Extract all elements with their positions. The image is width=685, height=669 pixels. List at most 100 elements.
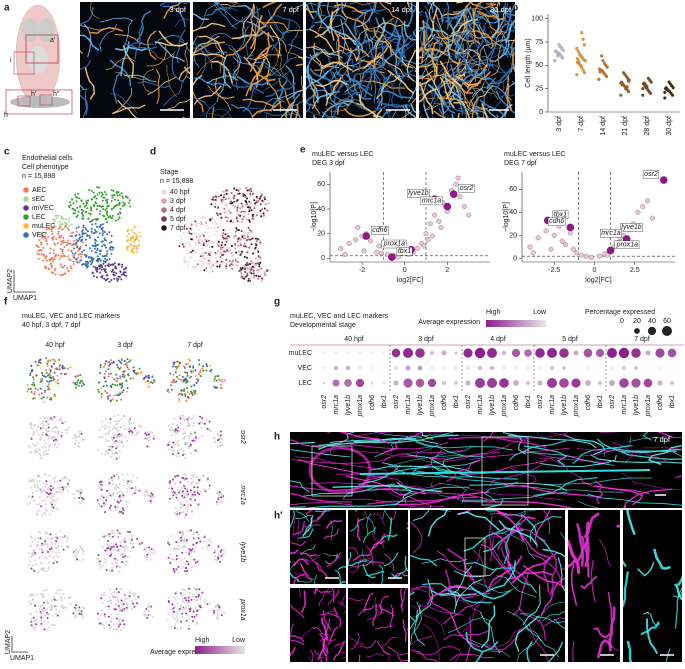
column-title: 7 dpf	[187, 342, 203, 349]
cell	[195, 562, 197, 564]
cell	[124, 548, 126, 550]
cell	[81, 214, 83, 216]
cell	[192, 548, 194, 550]
cell	[202, 255, 204, 257]
cell	[78, 501, 80, 503]
cell	[219, 436, 221, 438]
cell	[216, 610, 218, 612]
cell	[86, 207, 88, 209]
cell	[187, 549, 189, 551]
cell	[149, 436, 151, 438]
cell	[52, 272, 54, 274]
vessel	[439, 117, 454, 144]
cell	[59, 486, 61, 488]
cell	[192, 620, 194, 622]
cell	[258, 262, 260, 264]
cell	[123, 415, 125, 417]
cell	[112, 383, 114, 385]
cell	[167, 542, 169, 544]
cell	[254, 248, 256, 250]
cell	[91, 223, 93, 225]
cell	[241, 251, 243, 253]
cell	[89, 235, 91, 237]
cell	[195, 437, 197, 439]
point	[466, 213, 471, 218]
cell	[98, 187, 100, 189]
cell	[127, 473, 129, 475]
cell	[121, 418, 123, 420]
cell	[36, 546, 38, 548]
cell	[57, 233, 59, 235]
cell	[75, 235, 77, 237]
cell	[111, 543, 113, 545]
cell	[127, 483, 129, 485]
cell	[198, 503, 200, 505]
cell	[253, 277, 255, 279]
cell	[47, 538, 49, 540]
dot	[344, 379, 352, 387]
cell	[62, 242, 64, 244]
cell	[138, 490, 140, 492]
cell	[119, 450, 121, 452]
dot	[584, 349, 593, 358]
cell	[146, 617, 148, 619]
cell	[55, 605, 57, 607]
cell	[237, 193, 239, 195]
cell	[108, 449, 110, 451]
cell	[73, 212, 75, 214]
cell	[62, 365, 64, 367]
cell	[45, 450, 47, 452]
point	[641, 87, 644, 90]
cell	[44, 556, 46, 558]
cell	[56, 427, 58, 429]
cell	[111, 377, 113, 379]
cell	[190, 233, 192, 235]
point	[582, 38, 585, 41]
cell	[113, 278, 115, 280]
cell	[190, 256, 192, 258]
cell	[121, 382, 123, 384]
stage-label: 7 dpf	[653, 435, 671, 444]
cell	[43, 607, 45, 609]
cell	[148, 610, 150, 612]
cell	[200, 369, 202, 371]
cell	[193, 587, 195, 589]
point	[575, 73, 578, 76]
cell	[110, 552, 112, 554]
cell	[39, 449, 41, 451]
legend-entry: AEC	[32, 187, 46, 194]
cell	[76, 231, 78, 233]
brain	[28, 46, 48, 74]
cell	[31, 384, 33, 386]
cell	[108, 624, 110, 626]
cell	[116, 566, 118, 568]
cell	[102, 263, 104, 265]
cell	[42, 420, 44, 422]
cell	[123, 484, 125, 486]
cell	[106, 259, 108, 261]
cell	[37, 484, 39, 486]
cell	[144, 438, 146, 440]
cell	[56, 561, 58, 563]
cell	[81, 264, 83, 266]
cell	[205, 370, 207, 372]
cell	[184, 538, 186, 540]
x-tick-label: 3 dpf	[556, 116, 563, 132]
cell	[113, 546, 115, 548]
cell	[78, 211, 80, 213]
cell	[122, 492, 124, 494]
cell	[63, 536, 65, 538]
dot	[499, 378, 509, 388]
cell	[189, 393, 191, 395]
cell	[80, 380, 82, 382]
cell	[51, 547, 53, 549]
cell	[117, 599, 119, 601]
cell	[89, 221, 91, 223]
cell	[187, 375, 189, 377]
cell	[195, 242, 197, 244]
cell	[228, 198, 230, 200]
cell	[82, 226, 84, 228]
cell	[180, 504, 182, 506]
cell	[41, 562, 43, 564]
cell	[225, 230, 227, 232]
